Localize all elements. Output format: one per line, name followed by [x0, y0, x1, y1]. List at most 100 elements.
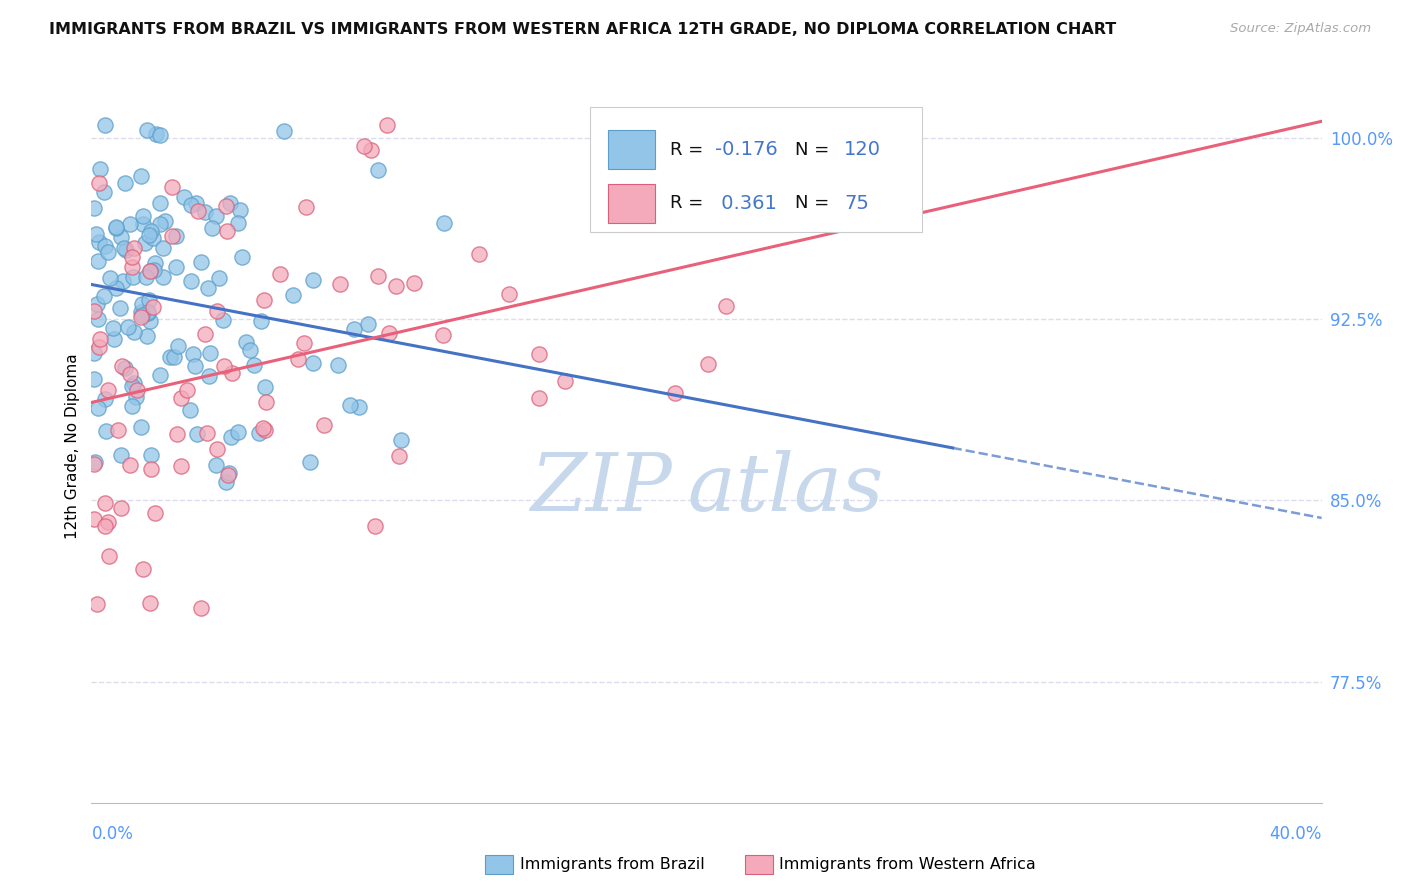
Point	[360, 143, 382, 157]
Point	[375, 119, 398, 133]
Point	[190, 600, 212, 615]
Point	[83, 346, 105, 360]
Point	[114, 361, 136, 376]
Point	[143, 506, 166, 520]
Point	[247, 426, 270, 441]
Point	[367, 162, 389, 177]
Point	[89, 161, 111, 176]
Point	[110, 230, 132, 244]
Point	[329, 277, 352, 292]
Point	[93, 186, 115, 200]
Point	[378, 326, 401, 341]
Point	[136, 306, 159, 320]
Point	[131, 297, 153, 311]
Point	[527, 391, 550, 405]
Point	[253, 293, 276, 308]
Point	[312, 417, 335, 432]
Point	[184, 359, 207, 373]
Point	[467, 247, 489, 261]
Point	[239, 343, 262, 358]
Text: IMMIGRANTS FROM BRAZIL VS IMMIGRANTS FROM WESTERN AFRICA 12TH GRADE, NO DIPLOMA : IMMIGRANTS FROM BRAZIL VS IMMIGRANTS FRO…	[49, 22, 1116, 37]
Point	[250, 314, 273, 328]
Point	[131, 217, 153, 231]
Point	[121, 379, 143, 393]
Text: 0.361: 0.361	[716, 194, 778, 213]
Text: R =: R =	[669, 141, 709, 159]
Point	[353, 138, 375, 153]
Point	[121, 399, 143, 413]
Point	[122, 241, 145, 255]
Point	[138, 314, 160, 328]
Point	[93, 239, 115, 253]
Point	[104, 220, 127, 235]
Point	[117, 320, 139, 334]
Point	[86, 227, 108, 241]
Text: ZIP atlas: ZIP atlas	[530, 450, 883, 527]
Point	[226, 425, 249, 439]
Point	[83, 511, 105, 525]
Point	[141, 448, 163, 462]
Point	[281, 287, 304, 301]
Text: R =: R =	[669, 194, 709, 212]
Point	[118, 458, 141, 472]
Point	[231, 250, 253, 264]
Point	[200, 221, 222, 235]
Point	[714, 299, 737, 313]
Point	[870, 190, 893, 204]
Text: Immigrants from Western Africa: Immigrants from Western Africa	[779, 857, 1036, 871]
Point	[139, 264, 162, 278]
Point	[83, 201, 105, 215]
Point	[187, 203, 209, 218]
Point	[269, 267, 291, 281]
Text: N =: N =	[794, 194, 835, 212]
Point	[166, 339, 188, 353]
Point	[295, 200, 318, 214]
Point	[121, 260, 143, 275]
Point	[221, 366, 243, 380]
Point	[138, 293, 160, 307]
Point	[152, 270, 174, 285]
Point	[273, 124, 295, 138]
Point	[87, 311, 110, 326]
Point	[93, 289, 115, 303]
Point	[328, 358, 350, 372]
Point	[94, 392, 117, 406]
Point	[120, 217, 142, 231]
Point	[122, 325, 145, 339]
Point	[190, 255, 212, 269]
Point	[87, 401, 110, 415]
Point	[165, 260, 187, 274]
Point	[129, 310, 152, 324]
Point	[170, 391, 193, 405]
Point	[153, 214, 176, 228]
Point	[159, 350, 181, 364]
Point	[160, 180, 183, 194]
Point	[83, 372, 105, 386]
Point	[110, 501, 132, 516]
Point	[132, 209, 155, 223]
Point	[149, 196, 172, 211]
Point	[198, 346, 221, 360]
Point	[97, 383, 120, 397]
Point	[292, 335, 315, 350]
Point	[432, 328, 454, 343]
Point	[219, 430, 242, 444]
Point	[195, 426, 218, 441]
Point	[243, 358, 266, 372]
Point	[389, 433, 412, 447]
Point	[254, 380, 277, 394]
Point	[205, 458, 228, 472]
Point	[298, 455, 321, 469]
Point	[347, 401, 370, 415]
Point	[252, 421, 274, 435]
Point	[554, 374, 576, 388]
Text: Source: ZipAtlas.com: Source: ZipAtlas.com	[1230, 22, 1371, 36]
Point	[302, 356, 325, 370]
Point	[207, 303, 229, 318]
Point	[129, 305, 152, 319]
Point	[205, 209, 228, 223]
Point	[115, 243, 138, 257]
Point	[498, 286, 520, 301]
Point	[135, 270, 157, 285]
Point	[212, 313, 235, 327]
